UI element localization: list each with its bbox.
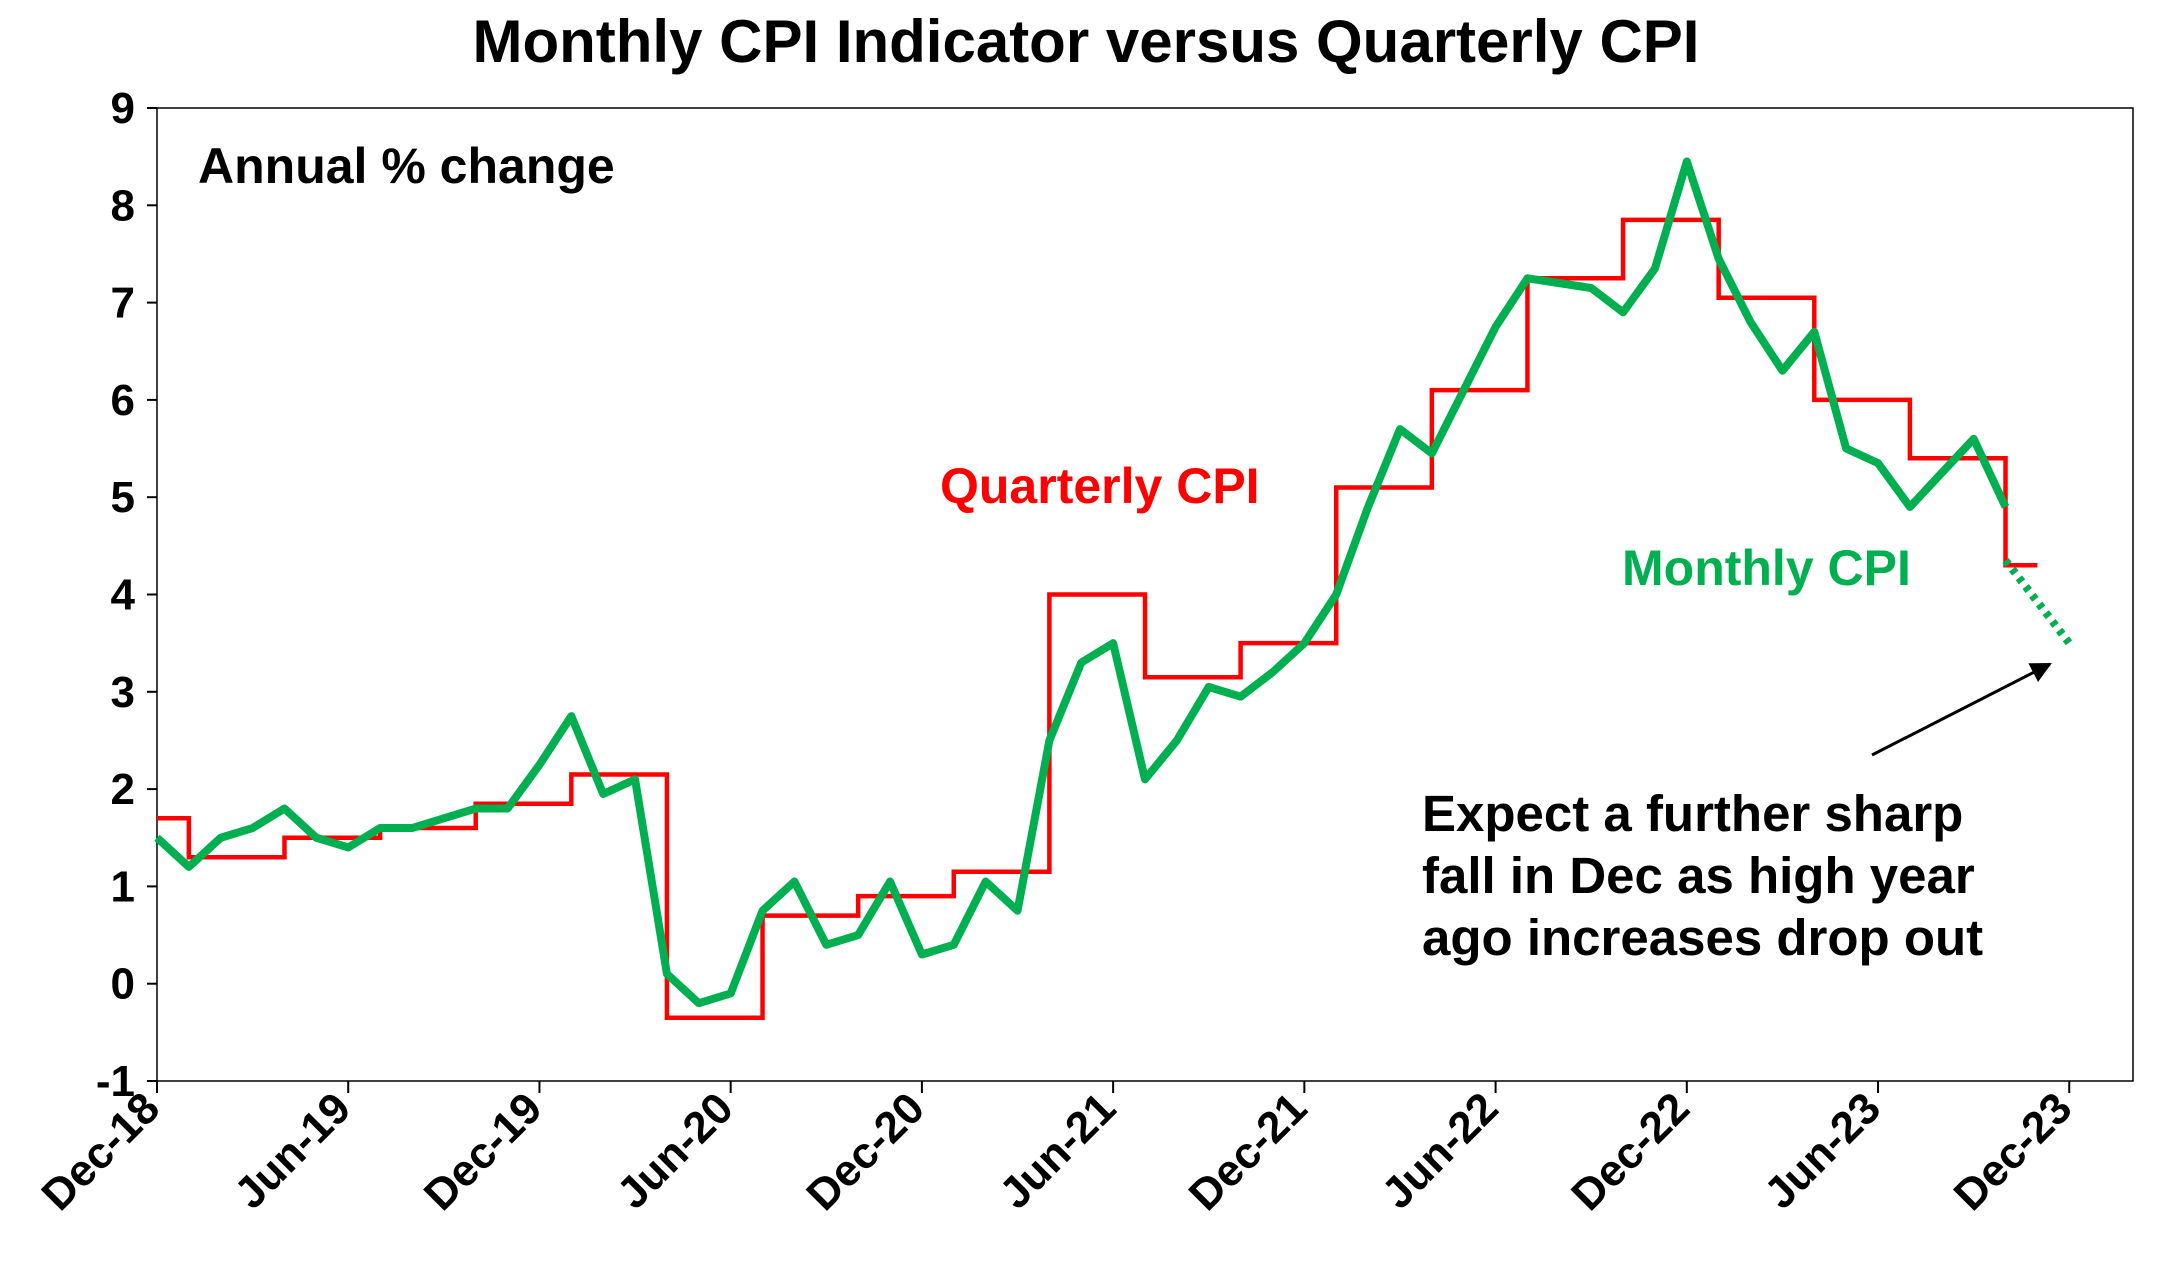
chart-title: Monthly CPI Indicator versus Quarterly C…: [473, 8, 1700, 75]
quarterly-cpi-label: Quarterly CPI: [940, 458, 1260, 514]
x-tick-label: Dec-23: [1945, 1083, 2082, 1220]
annotation-line-3: ago increases drop out: [1422, 909, 1983, 966]
annotation-arrow: [1871, 662, 2052, 757]
y-tick-label: 8: [111, 181, 135, 230]
x-tick-label: Dec-22: [1562, 1083, 1699, 1220]
annotation-line-1: Expect a further sharp: [1422, 785, 1963, 842]
y-tick-label: 0: [111, 960, 135, 1009]
y-tick-label: 5: [111, 473, 135, 522]
x-tick-label: Dec-19: [415, 1083, 552, 1220]
y-tick-label: 9: [111, 84, 135, 133]
y-tick-label: 7: [111, 279, 135, 328]
monthly-cpi-forecast: [2002, 558, 2073, 646]
x-tick-label: Jun-21: [990, 1083, 1125, 1218]
y-tick-label: 3: [111, 668, 135, 717]
x-axis: Dec-18 Jun-19 Dec-19 Jun-20 Dec-20 Jun-21 Dec-…: [32, 1081, 2081, 1220]
y-tick-label: 1: [111, 862, 135, 911]
monthly-cpi-label: Monthly CPI: [1622, 540, 1911, 596]
x-tick-label: Dec-21: [1180, 1083, 1317, 1220]
series-layer: [154, 157, 2073, 1021]
monthly-cpi-line: [154, 157, 2010, 1008]
x-tick-label: Jun-23: [1755, 1083, 1890, 1218]
y-axis: 9 8 7 6 5 4 3 2 1 0 -1: [96, 84, 157, 1106]
x-tick-label: Jun-20: [608, 1083, 743, 1218]
annotation-line-2: fall in Dec as high year: [1422, 847, 1975, 904]
y-tick-label: -1: [96, 1057, 135, 1106]
y-tick-label: 6: [111, 376, 135, 425]
x-tick-label: Jun-22: [1373, 1083, 1508, 1218]
y-tick-label: 2: [111, 765, 135, 814]
y-axis-label: Annual % change: [198, 138, 615, 194]
x-tick-label: Jun-19: [225, 1083, 360, 1218]
x-tick-label: Dec-20: [797, 1083, 934, 1220]
y-tick-label: 4: [111, 571, 136, 620]
